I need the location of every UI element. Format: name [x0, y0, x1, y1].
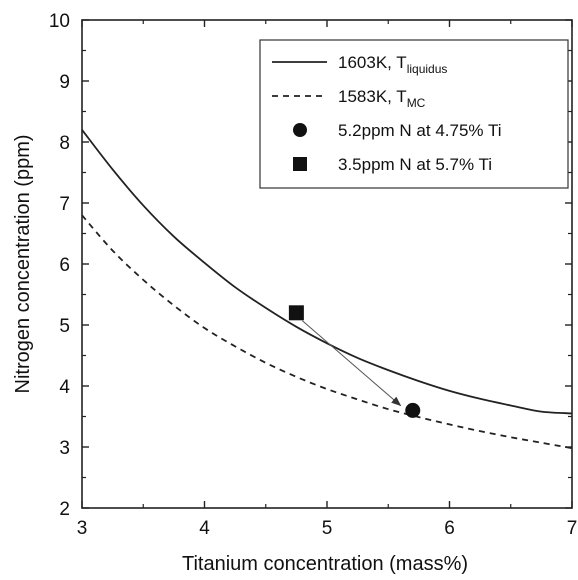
marker-layer — [288, 305, 421, 418]
series-line-1603k-liquidus — [81, 129, 573, 415]
y-tick-label: 6 — [59, 255, 70, 276]
arrow-layer — [302, 320, 402, 407]
y-tick-label: 5 — [59, 316, 70, 337]
y-axis-ticks: 2 3 4 5 6 7 8 9 10 — [49, 11, 572, 520]
y-tick-label: 9 — [59, 72, 70, 93]
series-layer — [81, 129, 573, 450]
legend-symbol-circle — [293, 123, 307, 137]
y-tick-label: 10 — [49, 11, 70, 32]
x-tick-label: 7 — [567, 518, 578, 539]
x-axis-ticks: 3 4 5 6 7 — [77, 20, 578, 539]
y-tick-label: 7 — [59, 194, 70, 215]
y-tick-label: 2 — [59, 499, 70, 520]
arrow-line — [302, 320, 402, 407]
y-tick-label: 8 — [59, 133, 70, 154]
data-point-circle — [405, 402, 421, 418]
y-tick-label: 3 — [59, 438, 70, 459]
x-tick-label: 5 — [322, 518, 333, 539]
x-axis-label: Titanium concentration (mass%) — [182, 553, 468, 575]
legend-label: 3.5ppm N at 5.7% Ti — [338, 155, 492, 174]
series-line-1583k-mc — [81, 214, 573, 450]
x-tick-label: 4 — [199, 518, 210, 539]
x-tick-label: 6 — [444, 518, 455, 539]
legend: 1603K, Tliquidus 1583K, TMC 5.2ppm N at 4.… — [259, 39, 569, 189]
y-axis-label: Nitrogen concentration (ppm) — [12, 134, 34, 393]
legend-symbol-square — [293, 157, 307, 171]
x-tick-label: 3 — [77, 518, 88, 539]
y-tick-label: 4 — [59, 377, 70, 398]
legend-label: 5.2ppm N at 4.75% Ti — [338, 121, 501, 140]
legend-label: 1603K, Tliquidus — [338, 53, 447, 76]
legend-label: 1583K, TMC — [338, 87, 426, 110]
legend-box — [259, 39, 569, 189]
data-point-square — [288, 305, 304, 321]
